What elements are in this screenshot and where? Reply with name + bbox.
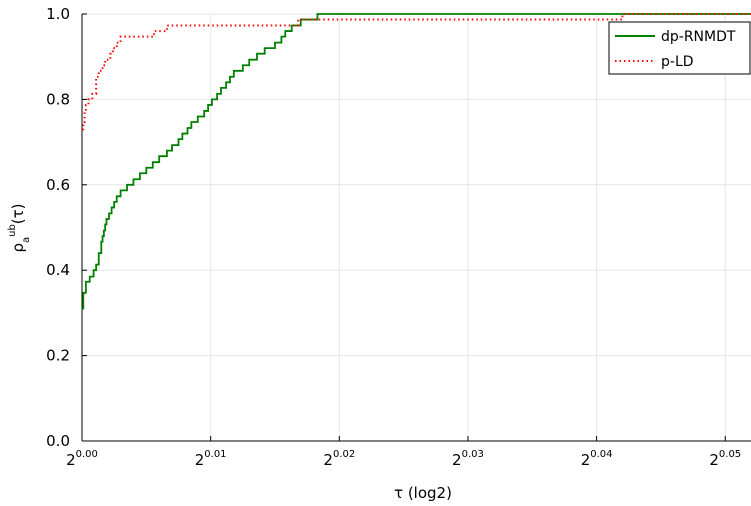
x-tick-label: 20.00	[66, 449, 98, 469]
series-line-p-ld	[82, 13, 751, 131]
x-axis-label: τ (log2)	[394, 484, 452, 502]
legend-box	[608, 21, 751, 75]
x-tick-exponent: 0.03	[462, 449, 484, 460]
x-tick-label: 20.02	[323, 449, 355, 469]
series-line-dp-rnmdt	[82, 13, 751, 310]
x-tick-base: 2	[581, 451, 591, 469]
grid	[82, 13, 751, 441]
x-tick-base: 2	[323, 451, 333, 469]
x-tick-label: 20.03	[452, 449, 484, 469]
y-tick-label: 0.0	[46, 432, 70, 450]
x-tick-exponent: 0.04	[590, 449, 612, 460]
y-axis-label: ρaub(τ)	[7, 203, 32, 252]
x-tick-exponent: 0.02	[333, 449, 355, 460]
x-tick-exponent: 0.05	[719, 449, 741, 460]
y-axis-label-base: ρ	[9, 243, 27, 253]
x-tick-base: 2	[709, 451, 719, 469]
x-tick-base: 2	[195, 451, 205, 469]
y-axis-label-sup: ub	[7, 224, 18, 237]
x-tick-base: 2	[66, 451, 76, 469]
legend-label-dp-rnmdt: dp-RNMDT	[661, 29, 736, 45]
x-tick-label: 20.04	[581, 449, 613, 469]
y-axis-label-tail: (τ)	[9, 203, 27, 224]
x-tick-label: 20.01	[195, 449, 227, 469]
axes	[81, 13, 751, 442]
x-tick-labels: 20.00 20.01 20.02 20.03 20.04 20.05	[66, 449, 741, 469]
x-tick-exponent: 0.01	[204, 449, 226, 460]
y-tick-label: 0.4	[46, 261, 70, 279]
legend: dp-RNMDT p-LD	[608, 21, 751, 75]
y-tick-label: 0.6	[46, 176, 70, 194]
y-tick-labels: 0.0 0.2 0.4 0.6 0.8 1.0	[46, 5, 70, 450]
y-tick-label: 0.8	[46, 90, 70, 108]
y-axis-label-sub: a	[21, 237, 32, 243]
x-tick-exponent: 0.00	[76, 449, 98, 460]
x-tick-label: 20.05	[709, 449, 741, 469]
x-tick-base: 2	[452, 451, 462, 469]
series-group	[82, 13, 751, 310]
legend-label-p-ld: p-LD	[661, 54, 694, 70]
y-tick-label: 0.2	[46, 347, 70, 365]
y-tick-label: 1.0	[46, 5, 70, 23]
